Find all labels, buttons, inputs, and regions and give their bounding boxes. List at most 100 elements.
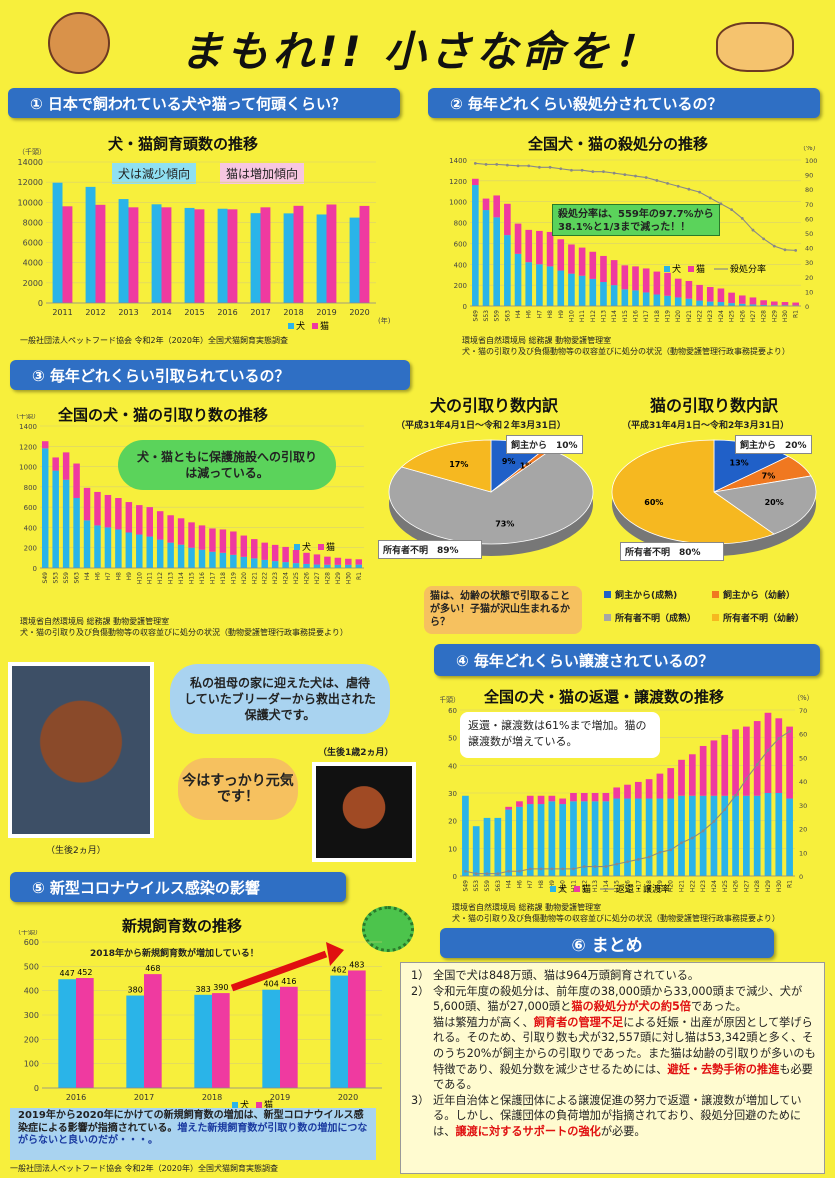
bar-dog <box>696 300 703 306</box>
legend-rate-label: 殺処分率 <box>730 263 766 275</box>
rate-point <box>473 161 477 165</box>
y-tick-label: 10 <box>448 845 457 853</box>
legend-label: 飼主から(成熟) <box>615 591 678 601</box>
dog-pie-value-label: 73% <box>495 519 514 528</box>
section-1-header: ① 日本で飼われている犬や猫って何頭くらい？ <box>8 88 400 118</box>
y-unit-label: （千頭） <box>12 414 40 420</box>
x-tick-label: H16 <box>633 310 640 322</box>
bar-dog <box>83 520 91 568</box>
rate-point <box>701 829 705 833</box>
y-tick-label: 50 <box>448 735 457 743</box>
chart5-source: 一般社団法人ペットフード協会 令和2年（2020年）全国犬猫飼育実態調査 <box>10 1164 278 1173</box>
cat-trend-tag: 猫は増加傾向 <box>220 163 305 184</box>
chart1-svg: 0 2000 4000 6000 8000 10000 12000 14000 （千頭） 2011… <box>18 148 390 332</box>
bar-dog <box>610 285 618 306</box>
bar-dog <box>743 795 750 876</box>
bar-cat <box>775 718 783 793</box>
bar-cat <box>624 784 631 799</box>
bar-dog <box>559 804 567 876</box>
rate-point <box>518 869 521 873</box>
x-tick-label: H7 <box>536 310 543 319</box>
bar-cat <box>589 251 597 279</box>
y2-tick-label: 0 <box>799 873 803 881</box>
bar-cat <box>324 556 331 565</box>
dog-pie-period: （平成31年4月1日～令和２年3月31日） <box>396 421 566 431</box>
bar-dog <box>536 264 543 306</box>
y-tick-label: 60 <box>448 707 457 715</box>
bar-dog <box>482 210 490 306</box>
x-tick-label: H22 <box>697 310 704 322</box>
y2-tick-label: 90 <box>805 172 813 180</box>
rate-point <box>644 176 648 179</box>
bar-dog <box>345 564 352 568</box>
y-tick-label: 600 <box>454 240 467 248</box>
puppy-photo <box>8 662 154 838</box>
bar-dog <box>219 552 227 568</box>
bar-dog <box>462 795 469 876</box>
bar-cat <box>303 552 310 564</box>
x-tick-label: H22 <box>262 572 269 584</box>
chart1-source: 一般社団法人ペットフード協会 令和2年（2020年）全国犬猫飼育実態調査 <box>20 336 288 345</box>
legend-cat-swatch <box>574 886 580 892</box>
bar-dog <box>58 979 76 1088</box>
bar-cat <box>738 295 746 304</box>
cat-pie-owner-label: 飼主から 20% <box>735 435 812 454</box>
bar-dog <box>104 527 112 568</box>
x-tick-label: H25 <box>293 572 300 584</box>
chart2-source-2: 犬・猫の引取り及び負傷動物等の収容並びに処分の状況（動物愛護管理行政事務提要より… <box>462 347 790 356</box>
bar-cat <box>667 768 675 799</box>
bar-dog <box>548 801 556 876</box>
bar-cat <box>678 759 685 796</box>
y2-tick-label: 50 <box>799 754 807 762</box>
y2-tick-label: 10 <box>805 288 813 296</box>
chart3-source-2: 犬・猫の引取り及び負傷動物等の収容並びに処分の状況（動物愛護管理行政事務提要より… <box>20 628 348 637</box>
rate-point <box>527 164 531 168</box>
x-tick-label: H28 <box>324 572 331 584</box>
x-tick-label: H14 <box>178 572 185 584</box>
y-tick-label: 1000 <box>19 464 37 472</box>
bar-cat <box>653 271 661 295</box>
summary-text: による妊娠・出産が原因として挙げられる。そのため、引取り数も犬が32,557頭に… <box>433 1015 816 1076</box>
rate-point <box>669 848 673 852</box>
bar-dog <box>156 539 164 568</box>
bar-dog <box>710 795 718 876</box>
bar-cat <box>749 297 757 305</box>
legend-cat-swatch <box>256 1102 262 1108</box>
bar-cat <box>710 740 718 796</box>
bar-dog <box>472 185 479 306</box>
bar-dog <box>775 793 783 876</box>
summary-box: 1） 全国で犬は848万頭、猫は964万頭飼育されている。 2） 令和元年度の殺処分… <box>400 962 825 1174</box>
bar-dog <box>261 559 268 568</box>
bar-dog <box>73 498 80 568</box>
bar-dog <box>283 213 294 303</box>
y-tick-label: 0 <box>453 873 457 881</box>
x-tick-label: 2019 <box>316 308 336 317</box>
x-tick-label: 2014 <box>151 308 171 317</box>
x-tick-label: S53 <box>53 572 60 584</box>
x-tick-label: 2018 <box>202 1093 222 1102</box>
x-tick-label: H23 <box>700 880 707 892</box>
x-tick-label: H8 <box>547 310 554 319</box>
rate-point <box>723 808 727 811</box>
bar-dog <box>624 798 631 876</box>
rate-point <box>687 187 691 191</box>
bar-dog <box>786 798 793 876</box>
bar-cat <box>645 779 653 799</box>
bar-cat <box>188 522 195 548</box>
bar-cat <box>125 502 133 533</box>
x-tick-label: H11 <box>579 310 586 322</box>
bar-cat <box>642 268 650 293</box>
x-tick-label: 2011 <box>52 308 72 317</box>
rate-point <box>634 174 637 178</box>
legend-dog-swatch <box>294 544 300 550</box>
data-label-cat: 452 <box>77 968 92 977</box>
cat-pie-value-label: 7% <box>762 472 776 481</box>
rate-point <box>658 850 662 854</box>
dog-pie-slice <box>400 439 492 493</box>
bar-cat <box>743 726 750 796</box>
bar-dog <box>770 305 778 306</box>
bar-dog <box>198 549 206 568</box>
y2-tick-label: 30 <box>805 259 813 267</box>
bar-cat <box>548 795 556 802</box>
y2-tick-label: 20 <box>799 826 807 834</box>
